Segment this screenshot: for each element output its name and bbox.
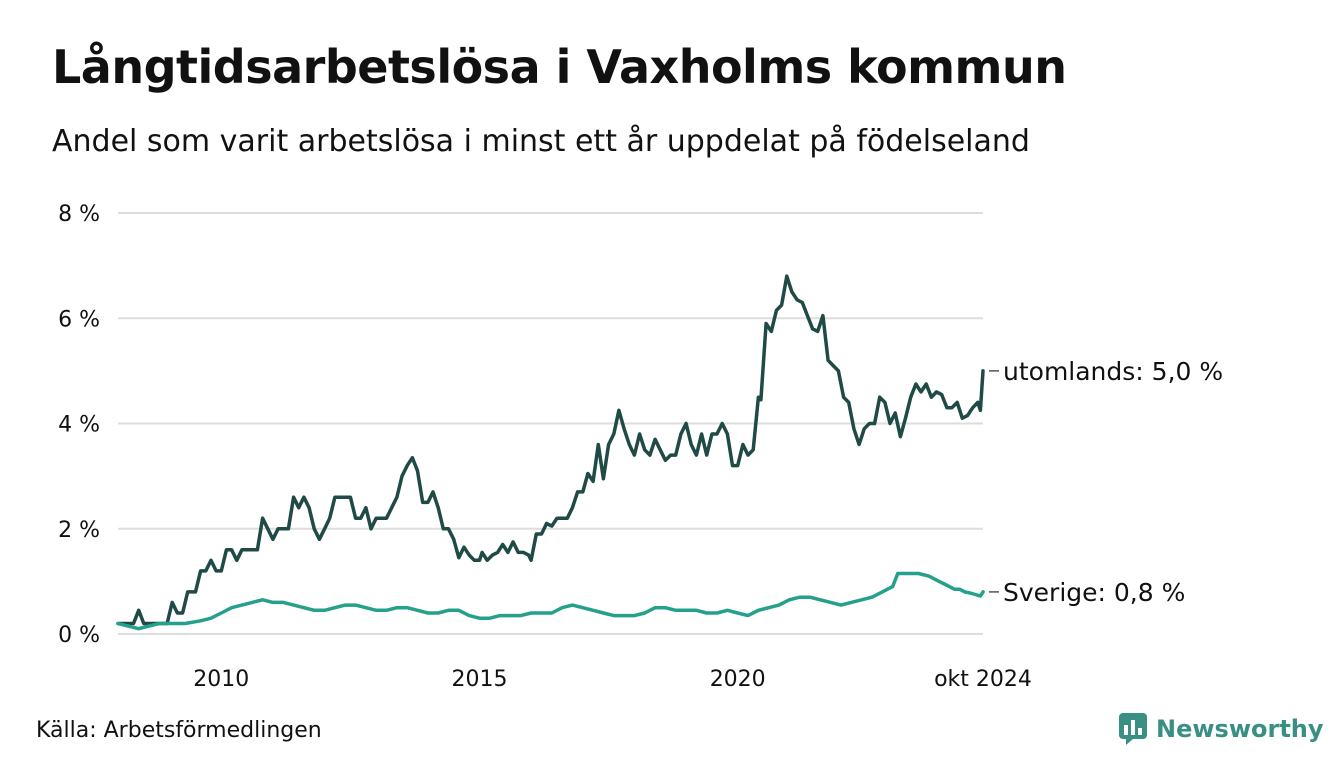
series-lines — [116, 274, 985, 631]
y-tick-label: 0 % — [58, 623, 100, 648]
x-axis-ticks: 2010 2015 2020 okt 2024 — [193, 667, 1032, 692]
end-label-utomlands: utomlands: 5,0 % — [1003, 357, 1223, 386]
y-tick-label: 4 % — [58, 413, 100, 438]
x-tick-label: 2020 — [710, 667, 766, 692]
grid-lines — [118, 212, 983, 635]
chart-title: Långtidsarbetslösa i Vaxholms kommun — [52, 40, 1067, 94]
source-note: Källa: Arbetsförmedlingen — [36, 718, 322, 743]
x-tick-label: 2015 — [451, 667, 507, 692]
end-label-sverige: Sverige: 0,8 % — [1003, 578, 1185, 607]
y-tick-label: 8 % — [58, 202, 100, 227]
brand-logo: Newsworthy — [1118, 712, 1324, 746]
x-tick-label: 2010 — [193, 667, 249, 692]
chart-subtitle: Andel som varit arbetslösa i minst ett å… — [52, 124, 1030, 159]
series-line-utomlands — [116, 274, 985, 626]
y-tick-label: 6 % — [58, 307, 100, 332]
y-tick-label: 2 % — [58, 518, 100, 543]
series-line-sverige — [116, 571, 985, 631]
series-end-labels: utomlands: 5,0 % Sverige: 0,8 % — [989, 357, 1223, 607]
x-tick-label: okt 2024 — [934, 667, 1032, 692]
brand-name: Newsworthy — [1156, 715, 1324, 743]
y-axis-ticks: 0 % 2 % 4 % 6 % 8 % — [58, 202, 100, 648]
newsworthy-logo-icon — [1119, 713, 1147, 745]
